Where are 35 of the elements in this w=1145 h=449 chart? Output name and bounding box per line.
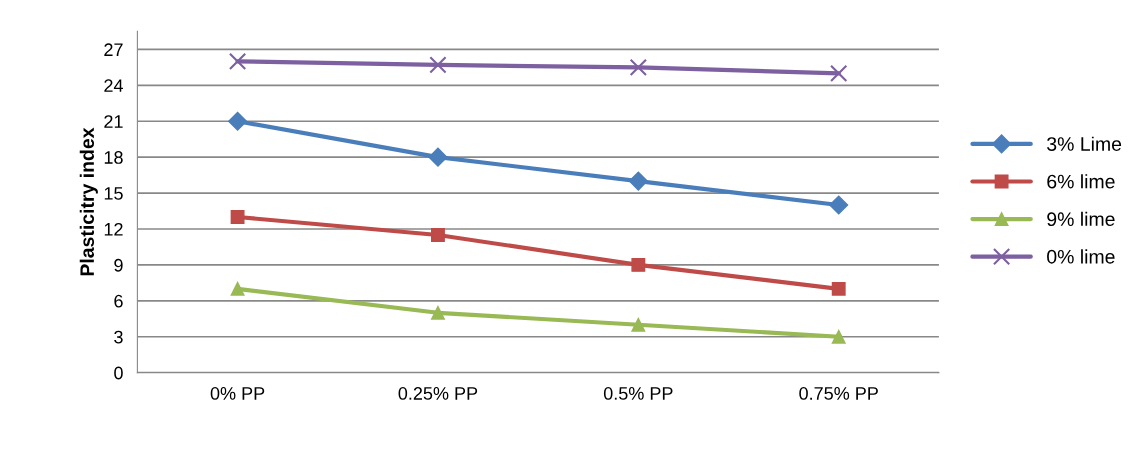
point [228,111,248,131]
x-tick-label: 0.75% PP [799,387,878,400]
x-tick-label: 0% PP [210,387,265,400]
point [631,257,646,272]
point [830,64,848,83]
point [431,305,445,320]
point [431,228,445,242]
legend-label: 6% lime [1047,174,1115,189]
x-tick-label: 0.5% PP [603,387,673,400]
point [829,195,849,215]
y-tick-label: 6 [114,294,123,308]
y-tick-label: 3 [114,330,123,344]
legend-label: 9% lime [1047,211,1115,227]
y-tick-label: 18 [104,151,123,164]
point [228,52,247,71]
y-axis-title: Plasticitry index [79,127,98,276]
y-tick-label: 12 [104,222,123,236]
point [631,317,646,332]
legend-label: 0% lime [1047,249,1115,264]
y-tick-label: 24 [104,79,123,92]
point [831,281,846,296]
point [429,56,447,74]
legend-label: 3% Lime [1047,136,1122,151]
y-tick-label: 27 [104,43,123,56]
point [628,171,648,191]
y-tick-label: 15 [104,187,123,200]
x-tick-label: 0.25% PP [398,387,478,400]
point [831,329,846,344]
y-tick-label: 9 [114,258,123,272]
y-tick-label: 0 [114,366,123,380]
point [428,147,448,167]
point [629,58,648,77]
point [230,281,245,296]
y-tick-label: 21 [104,115,123,128]
point [230,210,245,224]
